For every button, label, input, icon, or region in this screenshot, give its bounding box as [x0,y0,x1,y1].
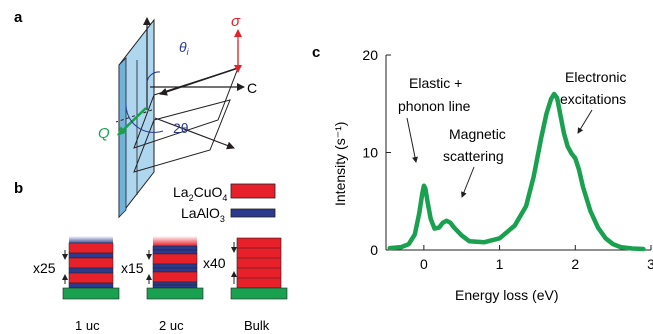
stack-layer-cuo [68,272,114,284]
stack-1uc-fade [69,236,113,244]
y-tick-label: 10 [362,145,378,161]
stack-layer-alo [152,245,198,251]
two-theta-label: 2θ [173,120,189,136]
stack-2uc: x15 2 uc [121,236,204,333]
x-tick-label: 2 [571,256,579,272]
x-tick-label: 1 [496,256,504,272]
panel-b: b La2CuO4 LaAlO3 x25 1 uc [14,180,288,333]
substrate [62,287,120,300]
stack-layer-cuo [68,257,114,269]
annotation-magnetic: Magnetic scattering [443,126,510,164]
stack-1uc: x25 1 uc [33,236,120,333]
stack-layer-alo [152,267,198,273]
stack-bulk-body [236,237,282,289]
annotation-magnetic-arrow [461,166,475,198]
x-tick-label: 3 [647,256,653,272]
theta-i-label: θi [179,39,190,57]
legend-la2cuo4-swatch [230,183,276,199]
annotation-electronic: Electronic excitations [560,69,630,107]
annotation-elastic: Elastic + phonon line [398,75,471,114]
legend-laalo3-swatch [230,208,276,218]
theta-i-arc [146,71,161,83]
sigma-label: σ [231,13,241,30]
y-tick-label: 0 [370,242,378,258]
annotation-electronic-arrow [577,109,593,134]
stack-2uc-fade [153,236,197,246]
panel-a-label: a [14,9,23,26]
stack-layer-cuo [68,242,114,254]
intensity-series-line [387,91,646,252]
scattered-beam-arrow [154,117,235,150]
x-ticks: 0 1 2 3 [420,245,653,272]
y-tick-label: 20 [362,47,378,63]
stack-caption: Bulk [244,318,270,333]
legend-laalo3-label: LaAlO3 [181,205,225,224]
panel-c: c 0 10 20 0 1 2 3 Intensity (s⁻¹) Energy loss… [312,44,653,303]
two-theta-arc [125,102,164,133]
stack-layer-cuo [152,253,198,265]
stack-caption: 1 uc [75,318,100,333]
stack-layer-cuo [152,271,198,283]
stack-repeat-label: x25 [33,260,56,276]
y-ticks: 0 10 20 [362,47,391,258]
stack-layer-alo [152,281,198,286]
panel-b-label: b [14,180,23,197]
panel-c-label: c [312,44,320,61]
legend-la2cuo4-label: La2CuO4 [173,184,227,203]
sample-slab-edge [118,57,127,218]
stack-layer-alo [152,284,198,289]
panel-a: a C σ θi Q 2θ [14,9,257,219]
dashed-reference-line [115,109,153,123]
stack-layer-alo [68,252,114,259]
stack-bulk: x40 Bulk [203,237,288,333]
stack-repeat-label: x15 [121,260,144,276]
y-axis-label: Intensity (s⁻¹) [332,122,348,206]
substrate [230,287,288,300]
scattering-plane-lower [133,99,231,173]
stack-layer-alo [68,282,114,289]
stack-layer-alo [152,249,198,255]
stack-caption: 2 uc [159,318,184,333]
stack-layer-alo [68,267,114,274]
stack-repeat-label: x40 [203,255,226,271]
substrate [146,287,204,300]
q-label: Q [98,125,110,142]
c-axis-label: C [247,80,257,96]
stack-layer-alo [152,263,198,269]
x-tick-label: 0 [420,256,428,272]
annotation-elastic-arrow [406,117,418,163]
x-axis-label: Energy loss (eV) [455,287,558,303]
incident-beam-arrow [159,67,239,96]
